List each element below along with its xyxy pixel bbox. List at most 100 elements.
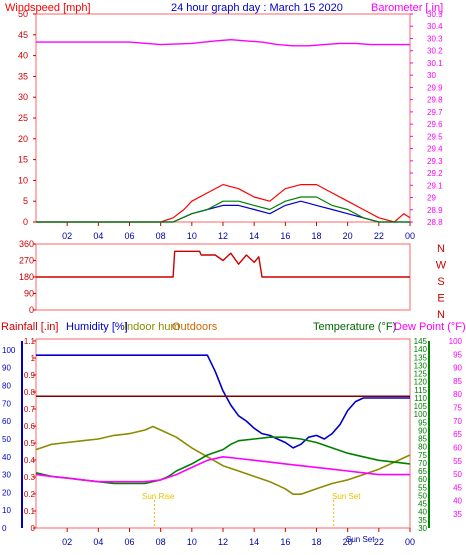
dewpoint-ticks: 35 40 45 50 55 60 65 70 75 80 85 90 95 100 <box>449 337 463 519</box>
wind-time-ticks: 02 04 06 08 10 12 14 16 18 20 22 00 <box>62 222 415 241</box>
humidity-tick-label: 70 <box>2 399 11 408</box>
dewpoint-tick-label: 75 <box>453 404 462 413</box>
temperature-tick-label: 135 <box>414 353 428 362</box>
temperature-tick-label: 105 <box>414 402 428 411</box>
temp-time-tick-label: 06 <box>124 537 134 547</box>
barometer-tick-label: 29.8 <box>427 96 443 105</box>
compass-label: N <box>437 309 445 321</box>
dewpoint-tick-label: 55 <box>453 457 462 466</box>
barometer-tick-label: 29.6 <box>427 120 443 129</box>
sun-set-axis-label: Sun Set <box>346 535 375 544</box>
barometer-tick-label: 29.1 <box>427 181 443 190</box>
temp-time-tick-label: 16 <box>280 537 290 547</box>
wind-time-tick-label: 02 <box>62 231 72 241</box>
temperature-tick-label: 85 <box>418 435 427 444</box>
humidity-tick-label: 60 <box>2 417 11 426</box>
dewpoint-tick-label: 50 <box>453 470 462 479</box>
direction-series <box>36 250 410 278</box>
temperature-tick-label: 70 <box>418 459 427 468</box>
windspeed-tick-label: 45 <box>18 30 28 40</box>
sun-rise-label: Sun Rise <box>142 492 175 501</box>
direction-tick-label: 270 <box>19 256 34 266</box>
dewpoint-tick-label: 35 <box>453 510 462 519</box>
rainfall-tick-label: 0.9 <box>24 371 36 380</box>
temperature-tick-label: 120 <box>414 378 428 387</box>
humidity-tick-label: 90 <box>2 364 11 373</box>
barometer-tick-label: 29 <box>427 194 436 203</box>
dewpoint-tick-label: 70 <box>453 417 462 426</box>
windspeed-tick-label: 20 <box>18 134 28 144</box>
humidity-tick-label: 40 <box>2 453 11 462</box>
humidity-tick-label: 80 <box>2 382 11 391</box>
direction-line <box>36 250 410 278</box>
barometer-tick-label: 28.9 <box>427 206 443 215</box>
windspeed-ticks: 0 5 10 15 20 25 30 35 40 45 50 <box>18 9 36 227</box>
dewpoint-tick-label: 45 <box>453 483 462 492</box>
barometer-tick-label: 30.2 <box>427 47 443 56</box>
temp-time-tick-label: 12 <box>218 537 228 547</box>
rainfall-tick-label: 0.2 <box>24 490 36 499</box>
barometer-tick-label: 30.5 <box>427 10 443 19</box>
dewpoint-tick-label: 60 <box>453 443 462 452</box>
humidity-axis-title: Humidity [%] <box>66 321 128 333</box>
wind-time-tick-label: 00 <box>405 231 415 241</box>
rainfall-tick-label: 0.8 <box>24 388 36 397</box>
direction-degree-ticks: 0 90 180 270 360 <box>19 239 36 315</box>
rainfall-tick-label: 0.5 <box>24 439 36 448</box>
dewpoint-tick-label: 100 <box>449 337 463 346</box>
humidity-ticks: 0 10 20 30 40 50 60 70 80 90 100 <box>2 346 16 533</box>
dewpoint-tick-label: 85 <box>453 377 462 386</box>
rainfall-tick-label: 0.4 <box>24 456 36 465</box>
temperature-ticks: 3035404550556065707580859095100105110115… <box>414 337 428 533</box>
temp-time-ticks: 02 04 06 08 10 12 14 16 18 20 22 00 <box>62 528 415 547</box>
dewpoint-tick-label: 95 <box>453 350 462 359</box>
compass-label: S <box>437 276 444 288</box>
temperature-axis-title: Temperature (°F) <box>313 321 396 333</box>
direction-tick-label: 0 <box>29 305 34 315</box>
barometer-ticks: 28.8 28.9 29 29.1 29.2 29.3 29.4 29.5 29.6 29.7 29… <box>410 10 443 227</box>
barometer-tick-label: 30.1 <box>427 59 443 68</box>
barometer-tick-label: 29.2 <box>427 169 443 178</box>
barometer-tick-label: 30 <box>427 71 436 80</box>
indoor-hum-line <box>35 425 411 496</box>
temperature-tick-label: 40 <box>418 508 427 517</box>
wind-time-tick-label: 04 <box>93 231 103 241</box>
temperature-tick-label: 50 <box>418 491 427 500</box>
wind-time-tick-label: 18 <box>311 231 321 241</box>
windspeed-tick-label: 10 <box>18 175 28 185</box>
barometer-tick-label: 29.7 <box>427 108 443 117</box>
temperature-tick-label: 95 <box>418 418 427 427</box>
windspeed-tick-label: 0 <box>23 217 28 227</box>
rainfall-tick-label: 1.1 <box>24 337 36 346</box>
outdoors-title: Outdoors <box>172 321 218 333</box>
barometer-tick-label: 28.8 <box>427 218 443 227</box>
sun-set-label: Sun Set <box>332 492 361 501</box>
temperature-tick-label: 145 <box>414 337 428 346</box>
average-line <box>36 196 410 223</box>
barometer-tick-label: 29.4 <box>427 145 443 154</box>
compass-label: N <box>437 243 445 255</box>
rainfall-tick-label: 0.3 <box>24 473 36 482</box>
compass-label: W <box>436 260 447 272</box>
humidity-tick-label: 100 <box>2 346 16 355</box>
temperature-tick-label: 80 <box>418 443 427 452</box>
temp-time-tick-label: 18 <box>311 537 321 547</box>
wind-barometer-panel: Windspeed [mph] 24 hour graph day : Marc… <box>5 2 443 241</box>
temperature-tick-label: 130 <box>414 361 428 370</box>
rainfall-tick-label: 0.6 <box>24 422 36 431</box>
direction-tick-label: 90 <box>24 289 34 299</box>
rainfall-ticks: 00.10.20.30.40.50.60.70.80.911.1 <box>24 337 36 533</box>
dewpoint-tick-label: 80 <box>453 390 462 399</box>
dewpoint-axis-title: Dew Point (°F) <box>394 321 466 333</box>
temperature-tick-label: 65 <box>418 467 427 476</box>
temp-time-tick-label: 20 <box>343 537 353 547</box>
temp-time-tick-label: 04 <box>93 537 103 547</box>
temperature-tick-label: 100 <box>414 410 428 419</box>
rainfall-tick-label: 0.7 <box>24 405 36 414</box>
wind-time-tick-label: 22 <box>374 231 384 241</box>
temperature-tick-label: 30 <box>418 524 427 533</box>
temperature-tick-label: 140 <box>414 345 428 354</box>
windspeed-tick-label: 50 <box>18 9 28 19</box>
